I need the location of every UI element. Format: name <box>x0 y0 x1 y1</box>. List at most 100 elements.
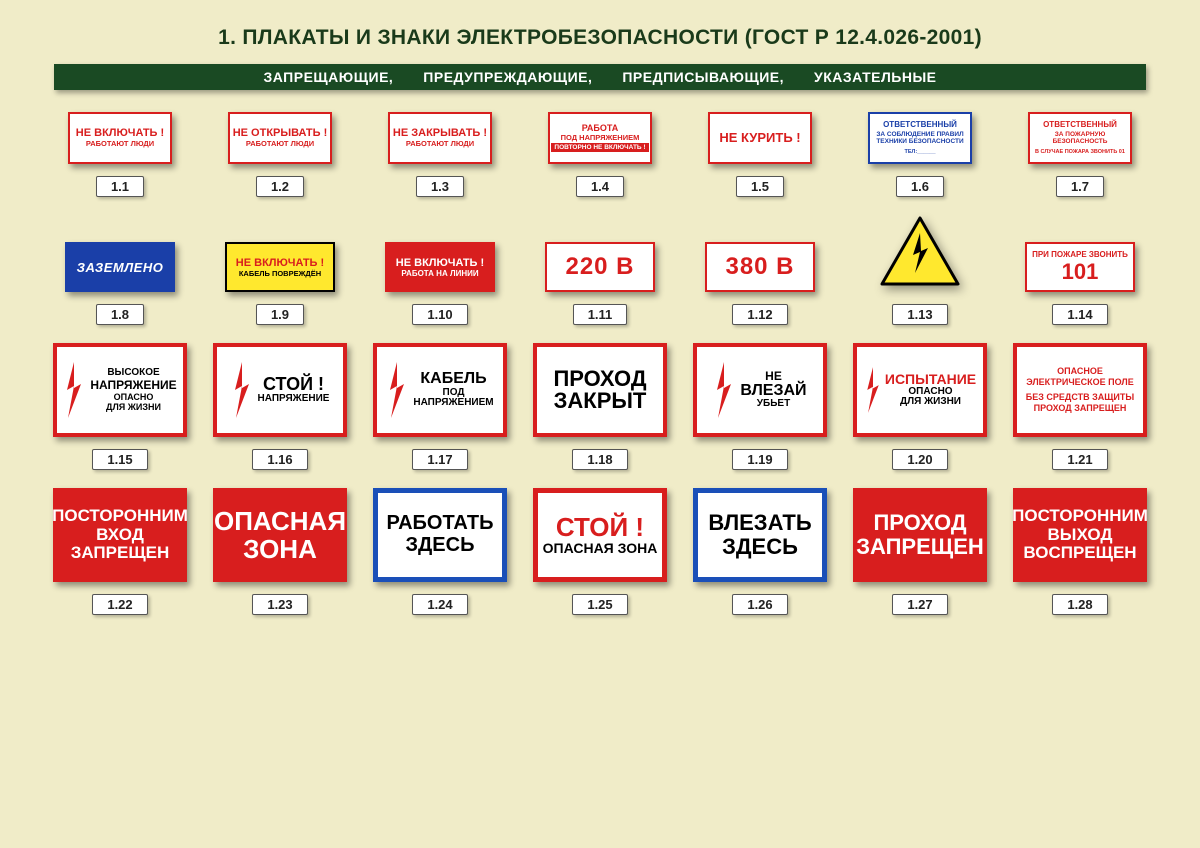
sign-1-22: ПОСТОРОННИМ ВХОД ЗАПРЕЩЕН <box>53 488 187 582</box>
number-label: 1.27 <box>892 594 947 615</box>
sign-text: РАБОТА <box>582 124 619 133</box>
sign-text: КАБЕЛЬ <box>420 371 486 388</box>
sign-1-10: НЕ ВКЛЮЧАТЬ ! РАБОТА НА ЛИНИИ <box>385 242 495 292</box>
cell-3-2: СТОЙ ! НАПРЯЖЕНИЕ 1.16 <box>203 343 357 470</box>
sign-1-20: ИСПЫТАНИЕ ОПАСНО ДЛЯ ЖИЗНИ <box>853 343 987 437</box>
row-4: ПОСТОРОННИМ ВХОД ЗАПРЕЩЕН 1.22 ОПАСНАЯ З… <box>40 488 1160 615</box>
sign-text: НАПРЯЖЕНИЕ <box>90 379 176 392</box>
cell-1-5: НЕ КУРИТЬ ! 1.5 <box>685 112 835 197</box>
lightning-icon <box>864 360 882 420</box>
cell-4-5: ВЛЕЗАТЬ ЗДЕСЬ 1.26 <box>683 488 837 615</box>
sign-1-19: НЕ ВЛЕЗАЙ УБЬЕТ <box>693 343 827 437</box>
cell-1-4: РАБОТА ПОД НАПРЯЖЕНИЕМ повторно не включ… <box>525 112 675 197</box>
sign-text: ЗДЕСЬ <box>406 535 475 557</box>
sign-text: ИСПЫТАНИЕ <box>885 372 976 387</box>
number-label: 1.26 <box>732 594 787 615</box>
sign-1-4: РАБОТА ПОД НАПРЯЖЕНИЕМ повторно не включ… <box>548 112 652 164</box>
cell-3-4: ПРОХОД ЗАКРЫТ 1.18 <box>523 343 677 470</box>
sign-1-8: ЗАЗЕМЛЕНО <box>65 242 175 292</box>
cell-3-3: КАБЕЛЬ ПОД НАПРЯЖЕНИЕМ 1.17 <box>363 343 517 470</box>
page-title: 1. ПЛАКАТЫ И ЗНАКИ ЭЛЕКТРОБЕЗОПАСНОСТИ (… <box>40 26 1160 50</box>
number-label: 1.7 <box>1056 176 1104 197</box>
number-label: 1.19 <box>732 449 787 470</box>
cell-3-6: ИСПЫТАНИЕ ОПАСНО ДЛЯ ЖИЗНИ 1.20 <box>843 343 997 470</box>
cell-2-5: 380 В 1.12 <box>685 242 835 325</box>
sign-1-24: РАБОТАТЬ ЗДЕСЬ <box>373 488 507 582</box>
warning-triangle-icon <box>879 215 961 287</box>
sign-text: РАБОТАЮТ ЛЮДИ <box>86 140 154 148</box>
sign-text: ПОСТОРОННИМ <box>52 507 188 525</box>
sign-text: ЗОНА <box>243 535 317 563</box>
cell-4-4: СТОЙ ! ОПАСНАЯ ЗОНА 1.25 <box>523 488 677 615</box>
sign-text: ЗА СОБЛЮДЕНИЕ ПРАВИЛ ТЕХНИКИ БЕЗОПАСНОСТ… <box>870 131 970 145</box>
sign-1-5: НЕ КУРИТЬ ! <box>708 112 812 164</box>
sign-text: ВХОД <box>96 526 144 544</box>
number-label: 1.15 <box>92 449 147 470</box>
sign-text: 101 <box>1062 259 1099 285</box>
lightning-icon <box>63 360 85 420</box>
sign-1-21: ОПАСНОЕ ЭЛЕКТРИЧЕСКОЕ ПОЛЕ БЕЗ СРЕДСТВ З… <box>1013 343 1147 437</box>
sign-text: В СЛУЧАЕ ПОЖАРА ЗВОНИТЬ 01 <box>1035 149 1125 155</box>
number-label: 1.22 <box>92 594 147 615</box>
cell-1-3: НЕ ЗАКРЫВАТЬ ! РАБОТАЮТ ЛЮДИ 1.3 <box>365 112 515 197</box>
sign-text: УБЬЕТ <box>757 399 790 410</box>
number-label: 1.28 <box>1052 594 1107 615</box>
sign-1-17: КАБЕЛЬ ПОД НАПРЯЖЕНИЕМ <box>373 343 507 437</box>
sign-text: 380 В <box>725 253 794 281</box>
sign-1-14: ПРИ ПОЖАРЕ ЗВОНИТЬ 101 <box>1025 242 1135 292</box>
sign-text: ЗАКРЫТ <box>554 390 647 412</box>
number-label: 1.5 <box>736 176 784 197</box>
cell-2-3: НЕ ВКЛЮЧАТЬ ! РАБОТА НА ЛИНИИ 1.10 <box>365 242 515 325</box>
cat-2: ПРЕДУПРЕЖДАЮЩИЕ, <box>423 69 592 85</box>
number-label: 1.9 <box>256 304 304 325</box>
sign-text: ПРОХОД ЗАПРЕЩЕН <box>1034 403 1127 414</box>
sign-text: РАБОТАТЬ <box>387 513 494 535</box>
sign-text: НЕ ВКЛЮЧАТЬ ! <box>396 257 484 269</box>
cell-2-4: 220 В 1.11 <box>525 242 675 325</box>
sign-1-2: НЕ ОТКРЫВАТЬ ! РАБОТАЮТ ЛЮДИ <box>228 112 332 164</box>
number-label: 1.2 <box>256 176 304 197</box>
number-label: 1.1 <box>96 176 144 197</box>
sign-text: ДЛЯ ЖИЗНИ <box>106 403 161 412</box>
sign-text: НЕ ВКЛЮЧАТЬ ! <box>76 128 164 140</box>
number-label: 1.6 <box>896 176 944 197</box>
sign-1-7: ОТВЕТСТВЕННЫЙ ЗА ПОЖАРНУЮ БЕЗОПАСНОСТЬ В… <box>1028 112 1132 164</box>
number-label: 1.12 <box>732 304 787 325</box>
sign-text: НАПРЯЖЕНИЕМ <box>413 398 493 409</box>
sign-text: БЕЗ СРЕДСТВ ЗАЩИТЫ <box>1026 392 1134 403</box>
cell-3-1: ВЫСОКОЕ НАПРЯЖЕНИЕ ОПАСНО ДЛЯ ЖИЗНИ 1.15 <box>43 343 197 470</box>
sign-text: ПОСТОРОННИМ <box>1012 507 1148 525</box>
sign-text: ВЛЕЗАЙ <box>740 383 806 400</box>
sign-text: ДЛЯ ЖИЗНИ <box>900 397 961 408</box>
sign-1-27: ПРОХОД ЗАПРЕЩЕН <box>853 488 987 582</box>
sign-1-25: СТОЙ ! ОПАСНАЯ ЗОНА <box>533 488 667 582</box>
number-label: 1.25 <box>572 594 627 615</box>
sign-text: СТОЙ ! <box>263 375 324 394</box>
sign-1-11: 220 В <box>545 242 655 292</box>
sign-text: ОТВЕТСТВЕННЫЙ <box>1043 121 1117 129</box>
cell-4-3: РАБОТАТЬ ЗДЕСЬ 1.24 <box>363 488 517 615</box>
sign-1-15: ВЫСОКОЕ НАПРЯЖЕНИЕ ОПАСНО ДЛЯ ЖИЗНИ <box>53 343 187 437</box>
number-label: 1.13 <box>892 304 947 325</box>
cell-2-7: ПРИ ПОЖАРЕ ЗВОНИТЬ 101 1.14 <box>1005 242 1155 325</box>
sign-1-3: НЕ ЗАКРЫВАТЬ ! РАБОТАЮТ ЛЮДИ <box>388 112 492 164</box>
cell-1-6: ОТВЕТСТВЕННЫЙ ЗА СОБЛЮДЕНИЕ ПРАВИЛ ТЕХНИ… <box>845 112 995 197</box>
sign-text: ВОСПРЕЩЕН <box>1023 544 1136 562</box>
signs-grid: НЕ ВКЛЮЧАТЬ ! РАБОТАЮТ ЛЮДИ 1.1 НЕ ОТКРЫ… <box>40 112 1160 615</box>
number-label: 1.21 <box>1052 449 1107 470</box>
sign-1-12: 380 В <box>705 242 815 292</box>
sign-text: ЗАПРЕЩЕН <box>856 535 984 559</box>
lightning-icon <box>231 360 253 420</box>
sign-text: ОПАСНАЯ <box>214 507 346 535</box>
sign-text: ЗАПРЕЩЕН <box>71 544 170 562</box>
sign-text: ПРОХОД <box>553 368 646 390</box>
cell-4-1: ПОСТОРОННИМ ВХОД ЗАПРЕЩЕН 1.22 <box>43 488 197 615</box>
number-label: 1.17 <box>412 449 467 470</box>
cell-3-5: НЕ ВЛЕЗАЙ УБЬЕТ 1.19 <box>683 343 837 470</box>
category-bar: ЗАПРЕЩАЮЩИЕ, ПРЕДУПРЕЖДАЮЩИЕ, ПРЕДПИСЫВА… <box>54 64 1146 90</box>
sign-text: НЕ КУРИТЬ ! <box>719 131 800 145</box>
sign-1-28: ПОСТОРОННИМ ВЫХОД ВОСПРЕЩЕН <box>1013 488 1147 582</box>
cat-3: ПРЕДПИСЫВАЮЩИЕ, <box>622 69 784 85</box>
sign-text: ВЫХОД <box>1048 526 1113 544</box>
cat-1: ЗАПРЕЩАЮЩИЕ, <box>263 69 393 85</box>
